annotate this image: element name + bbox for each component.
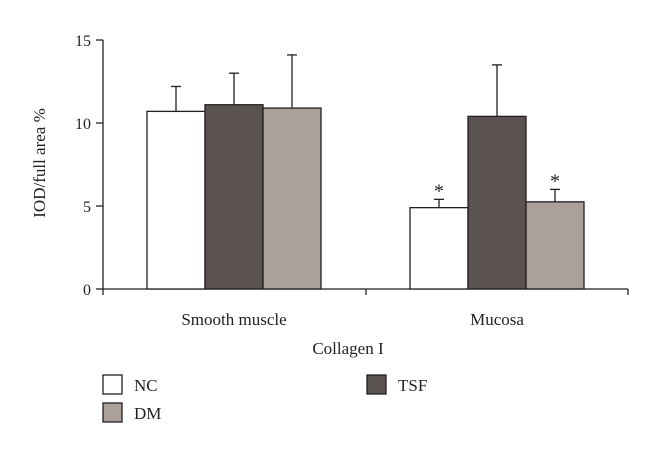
y-axis: 0 5 10 15	[75, 33, 104, 299]
category-labels: Smooth muscle Mucosa	[181, 310, 524, 329]
legend: NC TSF DM	[102, 374, 427, 423]
y-axis-title: IOD/full area %	[30, 108, 49, 218]
bar-dm-2	[525, 201, 585, 290]
x-axis	[102, 288, 629, 295]
legend-swatch	[366, 374, 387, 395]
legend-swatch	[102, 402, 123, 423]
category-label: Smooth muscle	[181, 310, 286, 329]
legend-item-tsf: TSF	[366, 374, 427, 395]
y-tick-label: 0	[83, 282, 91, 299]
legend-item-nc: NC	[102, 374, 158, 395]
category-label: Mucosa	[470, 310, 524, 329]
y-tick-label: 10	[75, 116, 91, 133]
bar-dm-1	[262, 107, 322, 290]
legend-label: DM	[134, 404, 161, 423]
bar-tsf-1	[204, 104, 264, 290]
significance-asterisk: *	[434, 180, 444, 202]
legend-label: NC	[134, 376, 158, 395]
significance-marks: * *	[434, 170, 560, 202]
bar-tsf-2	[467, 115, 527, 290]
bar-nc-1	[146, 110, 206, 290]
y-tick-label: 15	[75, 33, 91, 50]
bars	[146, 104, 585, 290]
legend-item-dm: DM	[102, 402, 161, 423]
significance-asterisk: *	[550, 170, 560, 192]
y-tick-label: 5	[83, 199, 91, 216]
bar-nc-2	[409, 207, 469, 290]
error-bars	[171, 54, 560, 208]
legend-label: TSF	[398, 376, 427, 395]
legend-swatch	[102, 374, 123, 395]
x-axis-title: Collagen I	[312, 339, 384, 358]
